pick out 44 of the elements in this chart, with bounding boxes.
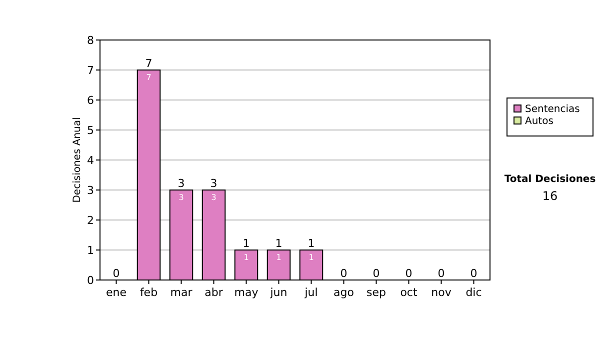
x-tick-label: jul <box>304 286 318 299</box>
data-label: 1 <box>244 253 249 262</box>
x-tick-label: mar <box>170 286 193 299</box>
total-label: 1 <box>308 237 315 250</box>
total-label: 0 <box>405 267 412 280</box>
x-tick-label: feb <box>140 286 158 299</box>
y-tick-label: 4 <box>87 154 94 167</box>
y-tick-label: 1 <box>87 244 94 257</box>
total-label: 3 <box>178 177 185 190</box>
data-label: 1 <box>308 253 314 262</box>
total-label: 0 <box>470 267 478 280</box>
x-tick-label: nov <box>431 286 452 299</box>
total-label: 0 <box>438 267 445 280</box>
total-label: 0 <box>112 267 120 280</box>
total-label: 7 <box>145 57 152 70</box>
data-label: 7 <box>146 73 152 82</box>
y-tick-label: 8 <box>87 34 94 47</box>
data-label: 3 <box>211 193 216 202</box>
x-tick-label: jun <box>269 286 288 299</box>
x-tick-label: ago <box>334 286 354 299</box>
total-label: 3 <box>210 177 218 190</box>
total-label: 0 <box>340 267 348 280</box>
y-tick-label: 2 <box>87 214 94 227</box>
legend-label: Autos <box>525 116 554 127</box>
x-tick-label: may <box>234 286 259 299</box>
x-tick-label: dic <box>466 286 482 299</box>
x-tick-label: abr <box>204 286 224 299</box>
total-label: 1 <box>242 237 250 250</box>
text: 16 <box>542 189 558 203</box>
total-label: 1 <box>275 237 282 250</box>
y-tick-label: 6 <box>87 94 94 107</box>
data-label: 1 <box>276 253 282 262</box>
x-tick-label: ene <box>106 286 127 299</box>
x-tick-label: oct <box>400 286 418 299</box>
y-tick-label: 3 <box>87 184 94 197</box>
legend-label: Sentencias <box>525 104 580 115</box>
y-tick-label: 5 <box>87 124 94 137</box>
x-tick-label: sep <box>366 286 386 299</box>
y-axis-title: Decisiones Anual <box>72 117 83 203</box>
text: Total Decisiones <box>504 174 596 185</box>
y-tick-label: 7 <box>87 64 94 77</box>
total-label: 0 <box>372 267 380 280</box>
data-label: 3 <box>178 193 184 202</box>
y-tick-label: 0 <box>87 274 94 287</box>
